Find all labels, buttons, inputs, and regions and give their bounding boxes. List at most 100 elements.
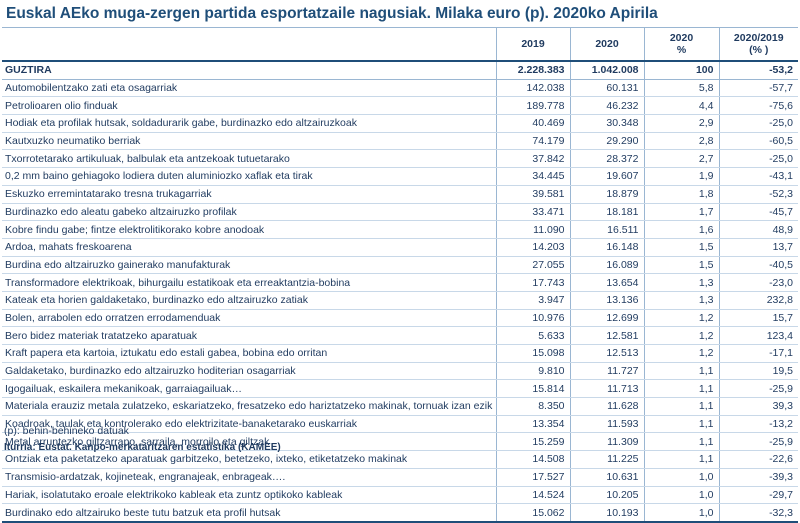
row-value-2020: 60.131 bbox=[569, 79, 644, 98]
row-value-2019: 74.179 bbox=[495, 132, 570, 151]
row-label: Petrolioaren olio finduak bbox=[2, 96, 496, 116]
header-row: 2019 2020 2020% 2020/2019 (% ) bbox=[2, 27, 798, 61]
row-value-2019: 13.354 bbox=[495, 415, 570, 434]
total-change: -53,2 bbox=[718, 61, 798, 80]
row-share: 1,6 bbox=[643, 220, 719, 239]
row-label: Burdina edo altzairuzko gainerako manufa… bbox=[2, 256, 496, 275]
row-label: Kateak eta horien galdaketako, burdinazk… bbox=[2, 291, 496, 310]
header-2019-text: 2019 bbox=[521, 38, 545, 50]
table-row: Metal arruntezko giltzarrapo, sarraila, … bbox=[2, 432, 798, 452]
row-value-2019: 40.469 bbox=[495, 114, 570, 133]
table-row: Burdina edo altzairuzko gainerako manufa… bbox=[2, 256, 798, 275]
row-label: Ardoa, mahats freskoarena bbox=[2, 238, 496, 257]
row-change: -22,6 bbox=[718, 450, 798, 469]
row-value-2019: 14.203 bbox=[495, 238, 570, 257]
row-share: 1,1 bbox=[643, 397, 719, 416]
table-row: Petrolioaren olio finduak 189.778 46.232 4,… bbox=[2, 96, 798, 116]
row-label: Bero bidez materiak tratatzeko aparatuak bbox=[2, 326, 496, 345]
table-row: Galdaketako, burdinazko edo altzairuzko … bbox=[2, 362, 798, 381]
row-change: 232,8 bbox=[718, 291, 798, 310]
row-value-2020: 13.136 bbox=[569, 291, 644, 310]
row-change: -13,2 bbox=[718, 415, 798, 434]
row-value-2019: 14.508 bbox=[495, 450, 570, 469]
table-row: Ardoa, mahats freskoarena 14.203 16.148 1,5… bbox=[2, 238, 798, 257]
total-share: 100 bbox=[643, 61, 719, 80]
row-value-2019: 9.810 bbox=[495, 362, 570, 381]
row-value-2020: 11.713 bbox=[569, 379, 644, 399]
row-label: Igogailuak, eskailera mekanikoak, garrai… bbox=[2, 379, 496, 399]
header-change-line1: 2020/2019 bbox=[733, 32, 784, 44]
row-share: 1,3 bbox=[643, 291, 719, 310]
row-value-2020: 19.607 bbox=[569, 167, 644, 186]
header-share-line2: % bbox=[676, 44, 687, 56]
row-share: 5,8 bbox=[643, 79, 719, 98]
row-share: 1,5 bbox=[643, 238, 719, 257]
table-row: Kraft papera eta kartoia, iztukatu edo e… bbox=[2, 344, 798, 363]
table-row: Bolen, arrabolen edo orratzen errodamend… bbox=[2, 309, 798, 328]
row-change: -25,9 bbox=[718, 432, 798, 452]
row-value-2020: 12.513 bbox=[569, 344, 644, 363]
row-label: Transmisio-ardatzak, kojineteak, engrana… bbox=[2, 468, 496, 487]
table-row: Materiala erauziz metala zulatzeko, eska… bbox=[2, 397, 798, 416]
row-change: 13,7 bbox=[718, 238, 798, 257]
row-value-2020: 12.581 bbox=[569, 326, 644, 345]
table-row: Bero bidez materiak tratatzeko aparatuak… bbox=[2, 326, 798, 345]
row-value-2020: 10.205 bbox=[569, 486, 644, 505]
row-label: Eskuzko erremintatarako tresna trukagarr… bbox=[2, 185, 496, 204]
row-label: Transformadore elektrikoak, bihurgailu e… bbox=[2, 273, 496, 292]
row-label: Ontziak eta paketatzeko aparatuak garbit… bbox=[2, 450, 496, 469]
table-row: Eskuzko erremintatarako tresna trukagarr… bbox=[2, 185, 798, 204]
table-row: Txorrotetarako artikuluak, balbulak eta … bbox=[2, 149, 798, 169]
row-share: 1,3 bbox=[643, 273, 719, 292]
row-value-2020: 11.309 bbox=[569, 432, 644, 452]
table-row: Ontziak eta paketatzeko aparatuak garbit… bbox=[2, 450, 798, 469]
table-row: Burdinazko edo aleatu gabeko altzairuzko… bbox=[2, 203, 798, 222]
row-label: Automobilentzako zati eta osagarriak bbox=[2, 79, 496, 98]
row-change: -57,7 bbox=[718, 79, 798, 98]
row-value-2019: 8.350 bbox=[495, 397, 570, 416]
row-change: -29,7 bbox=[718, 486, 798, 505]
row-change: 15,7 bbox=[718, 309, 798, 328]
total-2020: 1.042.008 bbox=[569, 61, 644, 80]
total-label: GUZTIRA bbox=[2, 61, 496, 80]
row-share: 1,2 bbox=[643, 344, 719, 363]
row-change: -60,5 bbox=[718, 132, 798, 151]
header-change-line2: (% ) bbox=[749, 44, 769, 56]
row-change: -25,0 bbox=[718, 114, 798, 133]
row-label: Txorrotetarako artikuluak, balbulak eta … bbox=[2, 149, 496, 169]
row-share: 2,7 bbox=[643, 149, 719, 169]
row-change: -25,0 bbox=[718, 149, 798, 169]
table-row: Burdinako edo altzairuko beste tutu batz… bbox=[2, 503, 798, 523]
row-change: 48,9 bbox=[718, 220, 798, 239]
row-label: Kautxuzko neumatiko berriak bbox=[2, 132, 496, 151]
row-value-2019: 39.581 bbox=[495, 185, 570, 204]
row-label: Koadroak, taulak eta kontrolerako edo el… bbox=[2, 415, 496, 434]
row-value-2019: 17.527 bbox=[495, 468, 570, 487]
row-label: Materiala erauziz metala zulatzeko, eska… bbox=[2, 397, 496, 416]
row-share: 1,8 bbox=[643, 185, 719, 204]
row-share: 1,1 bbox=[643, 450, 719, 469]
table-row: 0,2 mm baino gehiagoko lodiera duten alu… bbox=[2, 167, 798, 186]
row-change: -45,7 bbox=[718, 203, 798, 222]
exports-table: 2019 2020 2020% 2020/2019 (% ) GUZTIRA 2.… bbox=[2, 27, 798, 523]
row-share: 1,7 bbox=[643, 203, 719, 222]
row-share: 1,5 bbox=[643, 256, 719, 275]
row-value-2019: 37.842 bbox=[495, 149, 570, 169]
row-value-2019: 142.038 bbox=[495, 79, 570, 98]
row-share: 2,8 bbox=[643, 132, 719, 151]
row-value-2019: 15.814 bbox=[495, 379, 570, 399]
total-2019: 2.228.383 bbox=[495, 61, 570, 80]
row-value-2020: 11.593 bbox=[569, 415, 644, 434]
row-change: -52,3 bbox=[718, 185, 798, 204]
row-share: 4,4 bbox=[643, 96, 719, 116]
row-label: Burdinazko edo aleatu gabeko altzairuzko… bbox=[2, 203, 496, 222]
row-share: 1,0 bbox=[643, 503, 719, 523]
row-share: 1,0 bbox=[643, 486, 719, 505]
row-value-2019: 189.778 bbox=[495, 96, 570, 116]
header-2020-text: 2020 bbox=[595, 38, 619, 50]
row-value-2019: 15.062 bbox=[495, 503, 570, 523]
total-row: GUZTIRA 2.228.383 1.042.008 100 -53,2 bbox=[2, 61, 798, 80]
source-note: Iturria: Eustat. Kanpo-merkataritzaren e… bbox=[4, 442, 281, 453]
header-change: 2020/2019 (% ) bbox=[718, 27, 798, 61]
row-share: 1,0 bbox=[643, 468, 719, 487]
